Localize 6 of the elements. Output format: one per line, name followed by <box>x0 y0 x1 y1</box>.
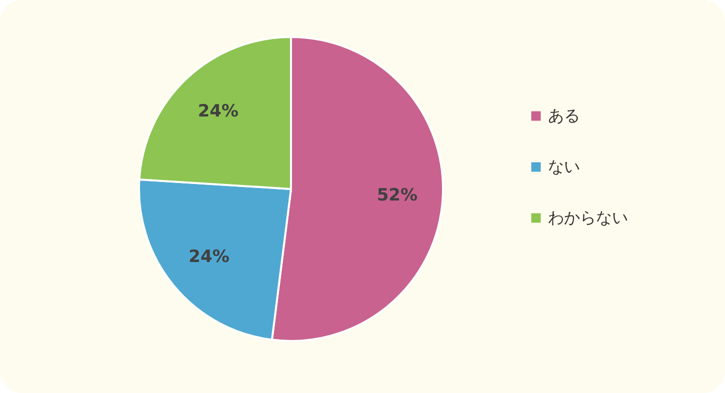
data-label: 52% <box>376 186 418 206</box>
legend-label: ない <box>548 157 580 176</box>
data-label: 24% <box>188 246 230 267</box>
legend-label: わからない <box>548 208 628 227</box>
data-label: 24% <box>198 101 239 122</box>
legend-label: ある <box>548 106 580 125</box>
